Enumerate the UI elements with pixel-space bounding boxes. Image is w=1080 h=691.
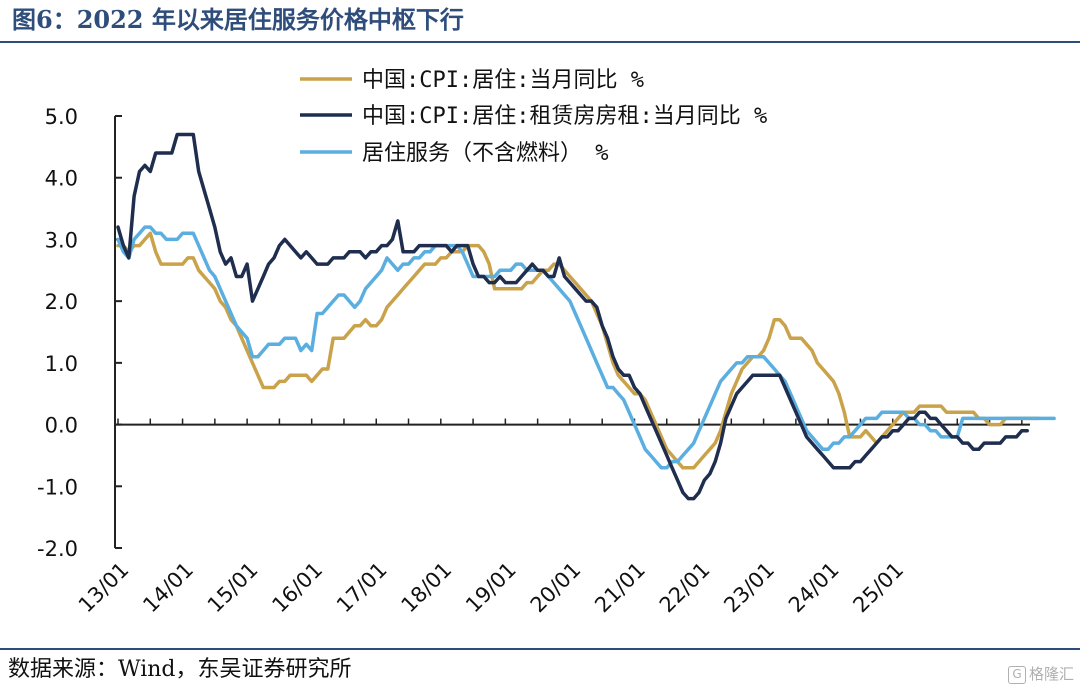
y-tick-label: 1.0 bbox=[45, 352, 78, 376]
x-tick-label: 15/01 bbox=[203, 558, 263, 618]
legend-label-2: 中国:CPI:居住:租赁房房租:当月同比 % bbox=[362, 104, 767, 129]
series-line-3 bbox=[116, 225, 1056, 470]
y-tick-label: 0.0 bbox=[45, 414, 78, 438]
watermark-logo-icon: G bbox=[1007, 665, 1026, 684]
y-tick-label: -1.0 bbox=[37, 475, 78, 499]
series-line-2 bbox=[116, 132, 1029, 501]
x-tick-label: 24/01 bbox=[784, 558, 844, 618]
legend-label-1: 中国:CPI:居住:当月同比 % bbox=[362, 68, 644, 93]
x-axis: 13/01 14/01 15/01 16/01 17/01 18/01 19/01 20/01… bbox=[74, 418, 1030, 618]
y-tick-label: 2.0 bbox=[45, 290, 78, 314]
x-tick-label: 17/01 bbox=[332, 558, 392, 618]
x-tick-label: 18/01 bbox=[397, 558, 457, 618]
x-tick-label: 23/01 bbox=[719, 558, 779, 618]
watermark-text: 格隆汇 bbox=[1028, 665, 1074, 683]
source-divider bbox=[0, 648, 1080, 650]
figure-title: 图6：2022 年以来居住服务价格中枢下行 bbox=[12, 5, 464, 34]
y-axis: 5.0 4.0 3.0 2.0 1.0 0.0 -1.0 -2.0 bbox=[37, 105, 122, 561]
x-tick-label: 21/01 bbox=[590, 558, 650, 618]
x-tick-label: 25/01 bbox=[848, 558, 908, 618]
series-line-1 bbox=[116, 231, 1040, 470]
y-tick-label: -2.0 bbox=[37, 537, 78, 561]
x-tick-label: 19/01 bbox=[461, 558, 521, 618]
source-note: 数据来源：Wind，东吴证券研究所 bbox=[8, 657, 352, 682]
line-chart: 5.0 4.0 3.0 2.0 1.0 0.0 -1.0 -2.0 13/01 14/01 15/… bbox=[37, 68, 1056, 618]
title-divider bbox=[0, 41, 1080, 43]
x-tick-label: 20/01 bbox=[526, 558, 586, 618]
y-tick-label: 4.0 bbox=[45, 167, 78, 191]
x-tick-label: 14/01 bbox=[138, 558, 198, 618]
legend: 中国:CPI:居住:当月同比 % 中国:CPI:居住:租赁房房租:当月同比 % 居住… bbox=[300, 68, 767, 166]
x-tick-label: 13/01 bbox=[74, 558, 134, 618]
plot-area bbox=[116, 132, 1056, 501]
x-tick-label: 16/01 bbox=[267, 558, 327, 618]
y-tick-label: 3.0 bbox=[45, 228, 78, 252]
x-tick-label: 22/01 bbox=[655, 558, 715, 618]
legend-label-3: 居住服务（不含燃料） % bbox=[362, 141, 609, 166]
y-tick-label: 5.0 bbox=[45, 105, 78, 129]
watermark: G 格隆汇 bbox=[1007, 663, 1074, 685]
